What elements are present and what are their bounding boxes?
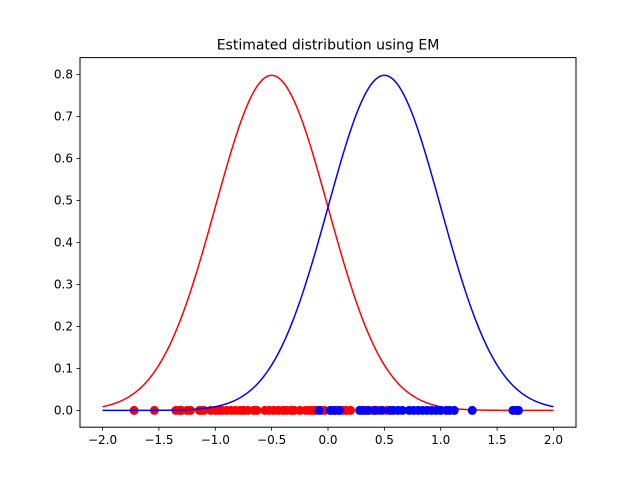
x-tick-label: −0.5: [257, 433, 286, 447]
data-point: [449, 405, 459, 415]
y-tick-label: 0.5: [54, 194, 73, 208]
y-tick-label: 0.8: [54, 68, 73, 82]
x-tick-label: 0.0: [318, 433, 337, 447]
series-2: [102, 74, 554, 415]
data-point: [370, 405, 380, 415]
x-axis: −2.0 −1.5 −1.0 −0.5 0.0 0.5 1.0 1.5 2.0: [88, 427, 563, 447]
x-tick-label: 1.5: [488, 433, 507, 447]
data-point: [514, 405, 524, 415]
x-tick-label: 0.5: [375, 433, 394, 447]
y-tick-label: 0.4: [54, 236, 73, 250]
y-tick-label: 0.1: [54, 362, 73, 376]
x-tick-label: 2.0: [544, 433, 563, 447]
data-point: [377, 405, 387, 415]
y-tick-label: 0.0: [54, 404, 73, 418]
x-tick-label: −1.0: [201, 433, 230, 447]
data-point: [252, 405, 262, 415]
data-point: [364, 405, 374, 415]
y-tick-label: 0.2: [54, 320, 73, 334]
y-axis: 0.0 0.1 0.2 0.3 0.4 0.5 0.6 0.7 0.8: [54, 68, 80, 418]
x-tick-label: 1.0: [431, 433, 450, 447]
y-tick-label: 0.6: [54, 152, 73, 166]
y-tick-label: 0.7: [54, 110, 73, 124]
plot-area: [102, 74, 554, 415]
density-curve-2: [102, 74, 554, 412]
chart-title: Estimated distribution using EM: [217, 38, 440, 54]
x-tick-label: −2.0: [88, 433, 117, 447]
data-point: [334, 405, 344, 415]
data-point: [346, 405, 356, 415]
x-tick-label: −1.5: [144, 433, 173, 447]
data-point: [314, 405, 324, 415]
data-point: [185, 405, 195, 415]
data-point: [397, 405, 407, 415]
y-tick-label: 0.3: [54, 278, 73, 292]
data-point: [467, 405, 477, 415]
